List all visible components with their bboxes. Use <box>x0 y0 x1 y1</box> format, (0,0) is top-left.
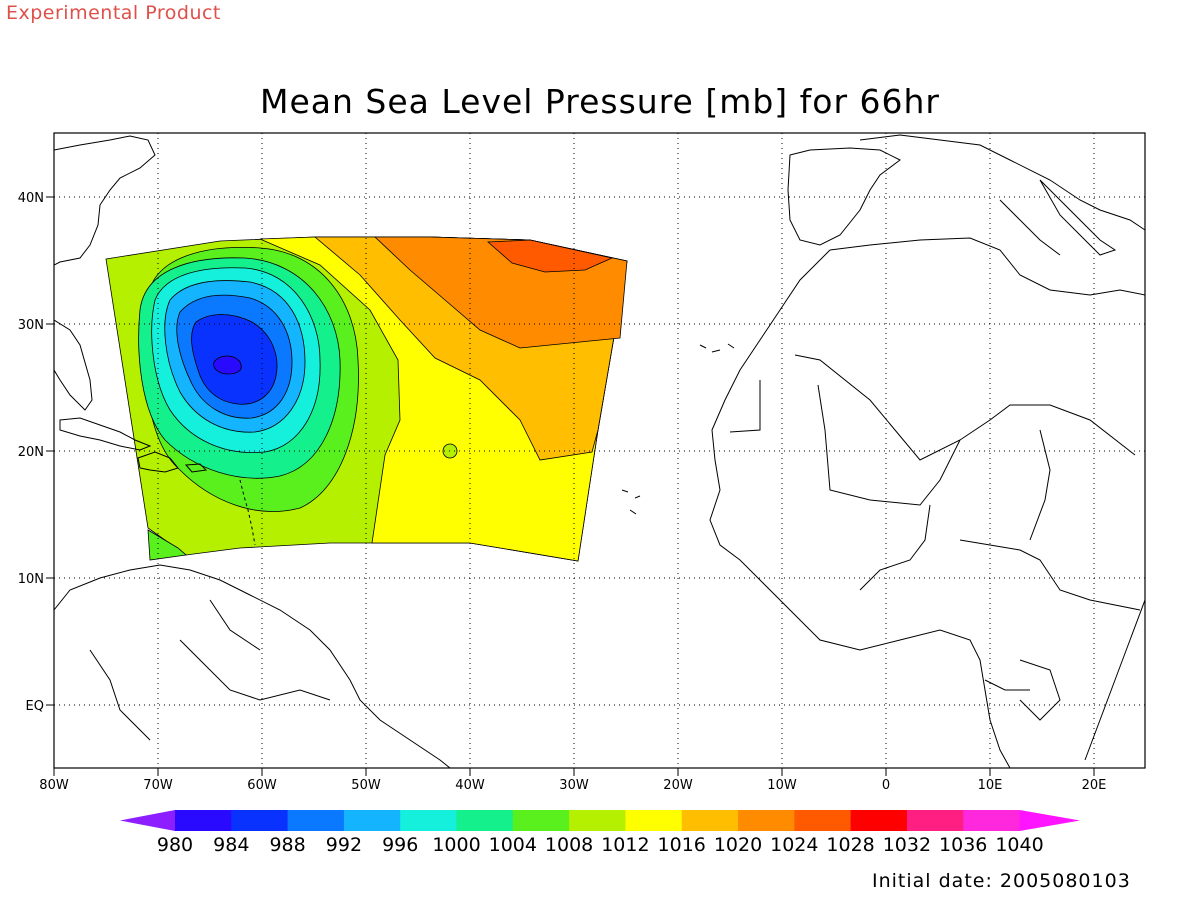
colorbar-arrow-high <box>1019 810 1080 831</box>
colorbar-swatch <box>512 810 570 831</box>
colorbar-label: 1004 <box>489 834 537 856</box>
canary-islands <box>699 343 735 353</box>
south-america-coast <box>54 564 451 768</box>
lat-label-40n: 40N <box>18 191 44 206</box>
lon-label-40w: 40W <box>455 778 485 793</box>
lon-label-70w: 70W <box>143 778 173 793</box>
lon-label-10e: 10E <box>978 778 1003 793</box>
colorbar-swatch <box>287 810 345 831</box>
map-plot-area <box>54 133 1145 768</box>
africa-borders <box>729 354 1141 721</box>
colorbar-label: 1000 <box>432 834 480 856</box>
colorbar-swatch <box>906 810 964 831</box>
colorbar-label: 1036 <box>939 834 987 856</box>
colorbar-label: 1024 <box>770 834 818 856</box>
iberia-coast <box>787 147 901 246</box>
contour-fill-1024 <box>486 239 614 273</box>
colorbar-swatch <box>681 810 739 831</box>
longitude-labels: 80W 70W 60W 50W 40W 30W 20W 10W 0 10E 20… <box>39 778 1106 793</box>
colorbar-label: 1040 <box>995 834 1043 856</box>
colorbar-swatch <box>456 810 514 831</box>
colorbar-swatch <box>850 810 908 831</box>
coastlines <box>54 134 1145 768</box>
cuba-coast <box>59 417 152 451</box>
contour-fill-980 <box>213 355 242 375</box>
grid-lines <box>54 133 1145 768</box>
colorbar-swatch <box>569 810 626 831</box>
colorbar-swatch <box>400 810 457 831</box>
africa-coast <box>709 237 1145 768</box>
north-america-coast <box>54 135 156 266</box>
lon-label-0: 0 <box>882 778 890 793</box>
colorbar-swatch <box>625 810 683 831</box>
colorbar-label: 1016 <box>658 834 706 856</box>
colorbar-label: 1028 <box>826 834 874 856</box>
colorbar-label: 996 <box>382 834 418 856</box>
italy-coast <box>1039 179 1117 256</box>
cape-verde-islands <box>621 489 641 515</box>
colorbar-label: 1032 <box>883 834 931 856</box>
lat-label-20n: 20N <box>18 445 44 460</box>
colorbar-swatch <box>231 810 289 831</box>
lesser-antilles <box>239 479 256 546</box>
colorbar-arrow-low <box>120 810 175 831</box>
colorbar-label: 1008 <box>545 834 593 856</box>
colorbar-label: 1020 <box>714 834 762 856</box>
latitude-labels: 40N 30N 20N 10N EQ <box>18 191 44 714</box>
colorbar-label: 992 <box>326 834 362 856</box>
south-america-interior <box>89 599 331 741</box>
lon-label-80w: 80W <box>39 778 69 793</box>
contour-fill-1004-south <box>147 529 187 561</box>
lon-label-10w: 10W <box>767 778 797 793</box>
initial-date-label: Initial date: 2005080103 <box>872 870 1131 892</box>
colorbar-swatch <box>738 810 795 831</box>
map-title: Mean Sea Level Pressure [mb] for 66hr <box>259 82 941 121</box>
lon-label-20w: 20W <box>663 778 693 793</box>
colorbar-swatch <box>343 810 401 831</box>
lon-label-30w: 30W <box>559 778 589 793</box>
colorbar-label: 984 <box>213 834 249 856</box>
lat-label-10n: 10N <box>18 572 44 587</box>
puerto-rico-coast <box>184 463 208 473</box>
colorbar-label: 1012 <box>601 834 649 856</box>
lon-label-60w: 60W <box>247 778 277 793</box>
lon-label-50w: 50W <box>351 778 381 793</box>
lat-label-eq: EQ <box>26 699 44 714</box>
colorbar-label: 980 <box>157 834 193 856</box>
axis-ticks <box>46 196 1095 776</box>
experimental-product-label: Experimental Product <box>6 2 221 24</box>
colorbar-swatch <box>963 810 1020 831</box>
colorbar-swatch <box>175 810 232 831</box>
lat-label-30n: 30N <box>18 318 44 333</box>
colorbar: 980 984 988 992 996 1000 1004 1008 1012 1016 1020 1… <box>120 810 1080 856</box>
lon-label-20e: 20E <box>1082 778 1107 793</box>
colorbar-swatch <box>794 810 852 831</box>
europe-coast <box>859 134 1145 256</box>
colorbar-label: 988 <box>269 834 305 856</box>
florida-coast <box>54 319 93 411</box>
